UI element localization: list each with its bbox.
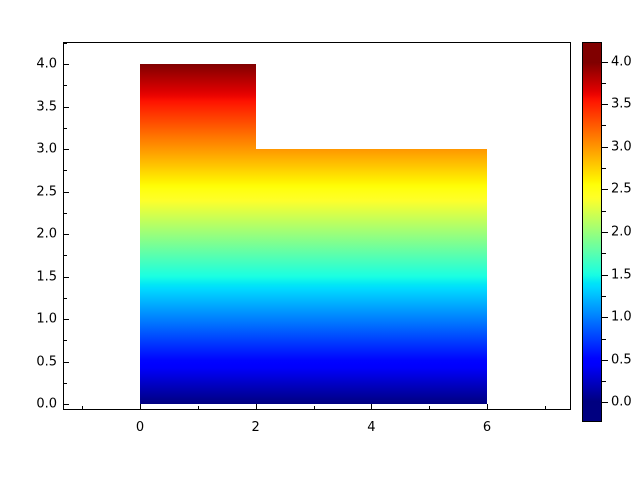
y-ticklabel: 0.0	[36, 396, 57, 412]
colorbar-tick-major	[602, 189, 608, 191]
colorbar-tick-minor	[602, 295, 606, 297]
y-tick-major	[63, 319, 69, 320]
x-ticklabel: 2	[251, 420, 260, 435]
colorbar-ticklabel: 0.0	[611, 394, 632, 410]
y-ticklabel: 3.0	[36, 141, 57, 157]
y-tick-minor	[63, 382, 67, 384]
colorbar-gradient	[583, 43, 601, 421]
x-tick-minor	[313, 406, 315, 410]
x-tick-major	[487, 404, 488, 410]
y-tick-major	[63, 276, 69, 278]
y-tick-major	[63, 149, 69, 150]
colorbar-tick-minor	[602, 253, 606, 255]
y-tick-minor	[63, 212, 67, 214]
y-tick-major	[63, 404, 69, 405]
y-ticklabel: 3.5	[36, 99, 57, 114]
colorbar-tick-major	[602, 359, 608, 361]
x-ticklabel: 0	[135, 420, 145, 435]
y-tick-minor	[63, 340, 67, 342]
y-ticklabel: 1.0	[36, 311, 57, 327]
y-tick-major	[63, 106, 69, 108]
y-tick-major	[63, 361, 69, 363]
colorbar-tick-major	[602, 146, 608, 148]
x-tick-minor	[544, 406, 546, 410]
y-ticklabel: 2.5	[36, 184, 57, 199]
x-tick-minor	[429, 406, 431, 410]
x-ticklabel: 6	[482, 420, 492, 435]
y-tick-major	[63, 64, 69, 65]
x-tick-minor	[197, 406, 199, 410]
colorbar-tick-minor	[602, 168, 606, 170]
colorbar-tick-major	[602, 317, 608, 319]
y-tick-minor	[63, 127, 67, 129]
colorbar-ticklabel: 3.5	[611, 96, 632, 112]
x-tick-major	[371, 404, 373, 410]
x-tick-major	[255, 404, 257, 410]
colorbar-ticklabel: 3.0	[611, 139, 632, 155]
colorbar	[582, 42, 602, 422]
colorbar-tick-minor	[602, 210, 606, 212]
colorbar-tick-minor	[602, 82, 606, 84]
y-tick-minor	[63, 170, 67, 172]
heatmap-patch-wide-base	[140, 149, 487, 404]
colorbar-ticklabel: 2.5	[611, 181, 632, 197]
y-ticklabel: 2.0	[36, 226, 57, 242]
colorbar-ticklabel: 0.5	[611, 352, 632, 368]
colorbar-tick-minor	[602, 338, 606, 340]
y-tick-minor	[63, 255, 67, 257]
colorbar-ticklabel: 2.0	[611, 224, 632, 240]
y-tick-major	[63, 234, 69, 235]
colorbar-tick-major	[602, 61, 608, 63]
colorbar-tick-major	[602, 402, 608, 404]
colorbar-tick-major	[602, 274, 608, 276]
y-ticklabel: 4.0	[36, 56, 57, 72]
colorbar-ticklabel: 4.0	[611, 54, 632, 70]
plot-data-area	[64, 43, 570, 409]
colorbar-tick-major	[602, 104, 608, 106]
colorbar-ticklabel: 1.0	[611, 309, 632, 325]
colorbar-tick-major	[602, 232, 608, 233]
x-tick-major	[140, 404, 141, 410]
colorbar-ticklabel: 1.5	[611, 267, 632, 283]
colorbar-tick-minor	[602, 125, 606, 127]
y-tick-minor	[63, 42, 67, 44]
y-tick-minor	[63, 85, 67, 87]
y-tick-minor	[63, 297, 67, 299]
colorbar-tick-minor	[602, 381, 606, 383]
x-ticklabel: 4	[367, 420, 376, 435]
y-ticklabel: 0.5	[36, 354, 57, 369]
y-tick-major	[63, 191, 69, 193]
x-tick-minor	[82, 406, 84, 410]
y-ticklabel: 1.5	[36, 269, 57, 284]
